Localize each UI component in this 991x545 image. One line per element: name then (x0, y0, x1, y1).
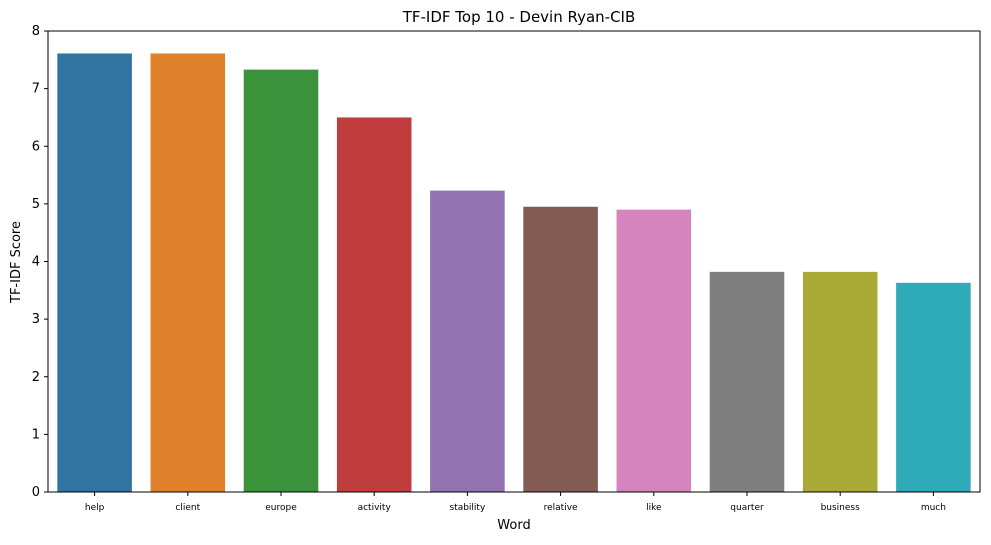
bar-help (57, 53, 132, 492)
bar-stability (430, 190, 505, 492)
bar-activity (336, 117, 412, 492)
x-tick-label: client (175, 503, 200, 513)
bar-client (150, 53, 226, 492)
x-tick-label: help (85, 503, 105, 513)
y-tick-label: 2 (32, 370, 40, 385)
bar-quarter (709, 271, 785, 492)
x-tick-label: activity (358, 503, 392, 513)
x-tick-label: like (646, 503, 662, 513)
x-tick-label: stability (449, 503, 485, 513)
x-tick-label: relative (544, 503, 578, 513)
x-axis-label: Word (497, 518, 530, 533)
y-tick-label: 0 (32, 485, 40, 500)
y-tick-label: 3 (32, 312, 40, 327)
x-tick-label: business (821, 503, 861, 513)
y-tick-label: 8 (32, 24, 40, 39)
x-tick-label: much (921, 503, 946, 513)
bar-like (616, 209, 692, 492)
bars-layer (57, 53, 971, 493)
bar-business (802, 271, 878, 492)
bar-europe (243, 69, 319, 493)
y-axis-label: TF-IDF Score (9, 221, 24, 304)
y-tick-label: 7 (32, 82, 40, 97)
x-tick-label: quarter (730, 503, 764, 513)
bar-much (896, 282, 971, 492)
bar-relative (523, 206, 598, 492)
y-tick-label: 6 (32, 139, 40, 154)
x-tick-label: europe (265, 503, 297, 513)
y-tick-label: 5 (32, 197, 40, 212)
y-tick-label: 4 (32, 255, 40, 270)
chart-title: TF-IDF Top 10 - Devin Ryan-CIB (402, 8, 636, 26)
axes-layer: 0 1 2 3 4 5 6 7 8 help client europe activity stabili… (32, 24, 981, 513)
y-tick-label: 1 (32, 427, 40, 442)
